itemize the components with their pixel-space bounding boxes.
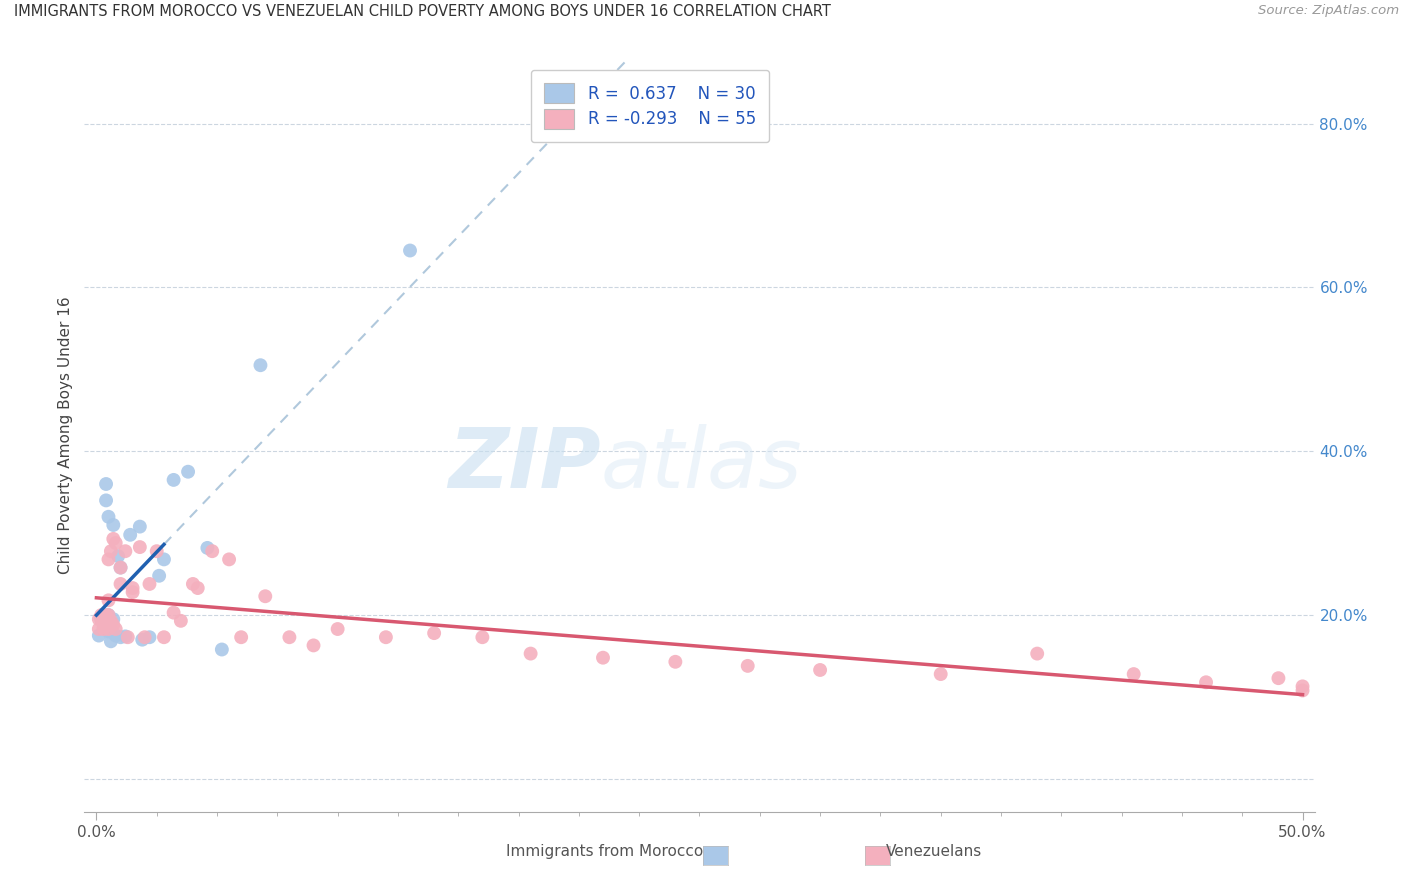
- Point: [94, 477, 117, 491]
- Point: [177, 465, 200, 479]
- Point: [97, 608, 120, 623]
- Point: [231, 630, 253, 644]
- Point: [87, 629, 110, 643]
- Legend: R =  0.637    N = 30, R = -0.293    N = 55: R = 0.637 N = 30, R = -0.293 N = 55: [531, 70, 769, 142]
- Point: [201, 544, 224, 558]
- Point: [114, 544, 136, 558]
- Point: [808, 663, 831, 677]
- Point: [423, 626, 446, 640]
- Point: [90, 612, 112, 626]
- Point: [90, 608, 112, 623]
- Text: Source: ZipAtlas.com: Source: ZipAtlas.com: [1258, 4, 1399, 18]
- Point: [128, 519, 150, 533]
- Text: ZIP: ZIP: [449, 425, 602, 506]
- Point: [302, 639, 325, 653]
- Point: [94, 618, 117, 632]
- Point: [153, 552, 176, 566]
- Point: [100, 544, 122, 558]
- Y-axis label: Child Poverty Among Boys Under 16: Child Poverty Among Boys Under 16: [58, 296, 73, 574]
- Point: [138, 577, 160, 591]
- Point: [107, 549, 129, 563]
- Point: [103, 518, 125, 533]
- Point: [97, 622, 120, 636]
- Point: [1291, 679, 1313, 693]
- Point: [104, 622, 127, 636]
- Point: [87, 612, 110, 626]
- Point: [100, 614, 122, 628]
- Point: [218, 552, 240, 566]
- Point: [1195, 675, 1218, 690]
- Point: [100, 623, 122, 637]
- Point: [93, 620, 115, 634]
- Point: [103, 618, 125, 632]
- Text: atlas: atlas: [602, 425, 803, 506]
- Point: [103, 612, 125, 626]
- Point: [90, 612, 112, 626]
- Text: Immigrants from Morocco: Immigrants from Morocco: [506, 845, 703, 859]
- Point: [278, 630, 301, 644]
- Point: [121, 585, 143, 599]
- Point: [664, 655, 686, 669]
- Point: [519, 647, 541, 661]
- Point: [929, 667, 952, 681]
- Point: [326, 622, 349, 636]
- Point: [471, 630, 494, 644]
- Point: [104, 629, 127, 643]
- Point: [100, 634, 122, 648]
- Point: [97, 593, 120, 607]
- Point: [187, 581, 209, 595]
- Point: [374, 630, 396, 644]
- Point: [1122, 667, 1144, 681]
- Point: [110, 560, 132, 574]
- Point: [87, 622, 110, 636]
- Point: [737, 659, 759, 673]
- Point: [145, 544, 167, 558]
- Point: [117, 630, 139, 644]
- Point: [94, 493, 117, 508]
- Point: [94, 608, 117, 623]
- Point: [1291, 683, 1313, 698]
- Point: [110, 560, 132, 574]
- Point: [93, 622, 115, 636]
- Point: [170, 614, 193, 628]
- Point: [1026, 647, 1049, 661]
- Point: [120, 528, 142, 542]
- Point: [97, 624, 120, 639]
- Point: [195, 541, 219, 555]
- Point: [97, 552, 120, 566]
- Point: [114, 629, 136, 643]
- Point: [211, 642, 233, 657]
- Point: [148, 568, 170, 582]
- Point: [131, 632, 153, 647]
- Point: [110, 577, 132, 591]
- Point: [254, 589, 277, 603]
- Point: [93, 616, 115, 631]
- Point: [162, 473, 184, 487]
- Point: [249, 358, 271, 372]
- Point: [103, 532, 125, 546]
- Point: [134, 630, 156, 644]
- Point: [110, 630, 132, 644]
- Point: [1267, 671, 1289, 685]
- Point: [181, 577, 204, 591]
- Point: [104, 536, 127, 550]
- Point: [153, 630, 176, 644]
- Point: [93, 612, 115, 626]
- Text: Venezuelans: Venezuelans: [886, 845, 981, 859]
- Text: IMMIGRANTS FROM MOROCCO VS VENEZUELAN CHILD POVERTY AMONG BOYS UNDER 16 CORRELAT: IMMIGRANTS FROM MOROCCO VS VENEZUELAN CH…: [14, 4, 831, 20]
- Point: [399, 244, 422, 258]
- Point: [128, 540, 150, 554]
- Point: [97, 509, 120, 524]
- Point: [138, 630, 160, 644]
- Point: [121, 581, 143, 595]
- Point: [97, 608, 120, 623]
- Point: [162, 606, 184, 620]
- Point: [592, 650, 614, 665]
